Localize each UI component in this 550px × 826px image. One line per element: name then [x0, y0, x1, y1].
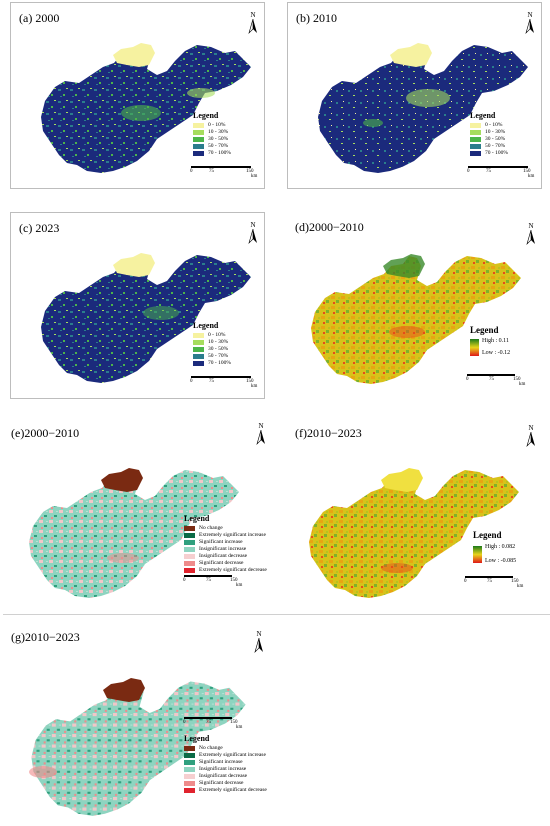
north-arrow-icon: N — [525, 424, 537, 450]
panel-e-title: (e)2000−2010 — [11, 426, 80, 440]
scale-bar: 0 75 150 km — [183, 717, 259, 733]
legend-e: Legend No change Extremely significant i… — [184, 514, 267, 574]
legend-item: 70 - 100% — [193, 150, 231, 157]
legend-high-label: High : 0.11 — [482, 338, 509, 344]
north-arrow-icon: N — [253, 630, 265, 656]
legend-item: 30 - 50% — [470, 136, 508, 143]
legend-item: 10 - 30% — [470, 129, 508, 136]
legend-item: No change — [184, 745, 267, 752]
legend-low-label: Low : -0.12 — [482, 350, 511, 356]
slope-legend-d: Legend High : 0.11 Low : -0.12 — [470, 325, 510, 356]
legend-low-label: Low : -0.085 — [485, 558, 517, 564]
legend-item: Significant increase — [184, 539, 267, 546]
legend-title: Legend — [184, 514, 210, 523]
panel-d-title: (d)2000−2010 — [295, 220, 364, 234]
legend-b: Legend 0 - 10% 10 - 30% 30 - 50% 50 - 70… — [470, 111, 508, 157]
legend-item: 50 - 70% — [470, 143, 508, 150]
legend-item: No change — [184, 525, 267, 532]
north-arrow-icon: N — [525, 222, 537, 248]
gradient-bar — [470, 339, 479, 356]
north-arrow-icon: N — [255, 422, 267, 448]
panel-b-fvc-2010: (b) 2010 N Legend 0 - 10% 10 - 30% 30 - … — [287, 2, 542, 189]
legend-item: Extremely significant increase — [184, 752, 267, 759]
north-arrow-icon: N — [247, 11, 259, 37]
panel-f-slope-2010-2023: (f)2010−2023 N Legend High : 0.082 Low :… — [287, 418, 545, 601]
legend-item: 10 - 30% — [193, 129, 231, 136]
panel-a-title: (a) 2000 — [19, 11, 60, 25]
legend-title: Legend — [184, 734, 210, 743]
panel-g-title: (g)2010−2023 — [11, 630, 80, 644]
legend-item: 0 - 10% — [470, 122, 508, 129]
legend-item: Extremely significant decrease — [184, 787, 267, 794]
legend-title: Legend — [473, 530, 502, 540]
scale-bar: 0 75 150 km — [466, 374, 542, 390]
legend-title: Legend — [193, 321, 219, 330]
legend-item: 0 - 10% — [193, 332, 231, 339]
legend-item: 30 - 50% — [193, 346, 231, 353]
legend-item: 70 - 100% — [470, 150, 508, 157]
panel-d-slope-2000-2010: (d)2000−2010 N Legend High : 0.11 Low : … — [287, 212, 545, 399]
north-arrow-icon: N — [524, 11, 536, 37]
scale-bar: 0 75 150 km — [190, 166, 261, 182]
map-b — [318, 43, 528, 173]
legend-label: 10 - 30% — [208, 129, 229, 135]
legend-title: Legend — [193, 111, 219, 120]
legend-item: 50 - 70% — [193, 353, 231, 360]
panel-g-trend-2010-2023: (g)2010−2023 N Legend No change Extremel… — [3, 622, 275, 822]
legend-g: Legend No change Extremely significant i… — [184, 734, 267, 794]
map-g — [29, 678, 246, 816]
legend-item: Insignificant increase — [184, 546, 267, 553]
legend-item: Significant decrease — [184, 560, 267, 567]
legend-swatch — [193, 123, 204, 128]
legend-title: Legend — [470, 111, 496, 120]
legend-item: 10 - 30% — [193, 339, 231, 346]
legend-label: 50 - 70% — [208, 143, 229, 149]
legend-label: 70 - 100% — [208, 150, 231, 156]
legend-item: Insignificant decrease — [184, 553, 267, 560]
legend-swatch — [193, 137, 204, 142]
map-a — [41, 43, 251, 173]
slope-legend-f: Legend High : 0.082 Low : -0.085 — [473, 530, 516, 564]
legend-item: 70 - 100% — [193, 360, 231, 367]
map-f — [309, 468, 519, 598]
scale-bar: 0 75 150 km — [183, 575, 259, 591]
panel-e-trend-2000-2010: (e)2000−2010 N Legend No change Extremel… — [3, 418, 275, 601]
legend-a: Legend 0 - 10% 10 - 30% 30 - 50% 50 - 70… — [193, 111, 231, 157]
legend-item: Extremely significant increase — [184, 532, 267, 539]
legend-item: Insignificant decrease — [184, 773, 267, 780]
panel-c-title: (c) 2023 — [19, 221, 60, 235]
scale-bar: 0 75 150 km — [464, 576, 540, 592]
legend-item: Extremely significant decrease — [184, 567, 267, 574]
panel-f-title: (f)2010−2023 — [295, 426, 362, 440]
legend-item: Insignificant increase — [184, 766, 267, 773]
legend-title: Legend — [470, 325, 499, 335]
scale-bar: 0 75 150 km — [467, 166, 538, 182]
divider-line — [3, 614, 550, 615]
north-arrow-icon: N — [247, 221, 259, 247]
panel-b-title: (b) 2010 — [296, 11, 337, 25]
map-d — [311, 254, 521, 384]
legend-label: 30 - 50% — [208, 136, 229, 142]
legend-swatch — [193, 130, 204, 135]
map-e — [29, 468, 239, 598]
gradient-bar — [473, 546, 482, 563]
legend-item: 30 - 50% — [193, 136, 231, 143]
legend-high-label: High : 0.082 — [485, 544, 516, 550]
scale-bar: 0 75 150 km — [190, 376, 261, 392]
legend-item: Significant decrease — [184, 780, 267, 787]
legend-swatch — [193, 151, 204, 156]
panel-a-fvc-2000: (a) 2000 N Legend 0 - 10% 10 - 30% 30 - … — [10, 2, 265, 189]
legend-item: 50 - 70% — [193, 143, 231, 150]
legend-c: Legend 0 - 10% 10 - 30% 30 - 50% 50 - 70… — [193, 321, 231, 367]
map-c — [41, 253, 251, 383]
panel-c-fvc-2023: (c) 2023 N Legend 0 - 10% 10 - 30% 30 - … — [10, 212, 265, 399]
legend-item: Significant increase — [184, 759, 267, 766]
legend-swatch — [193, 144, 204, 149]
legend-item: 0 - 10% — [193, 122, 231, 129]
legend-label: 0 - 10% — [208, 122, 226, 128]
